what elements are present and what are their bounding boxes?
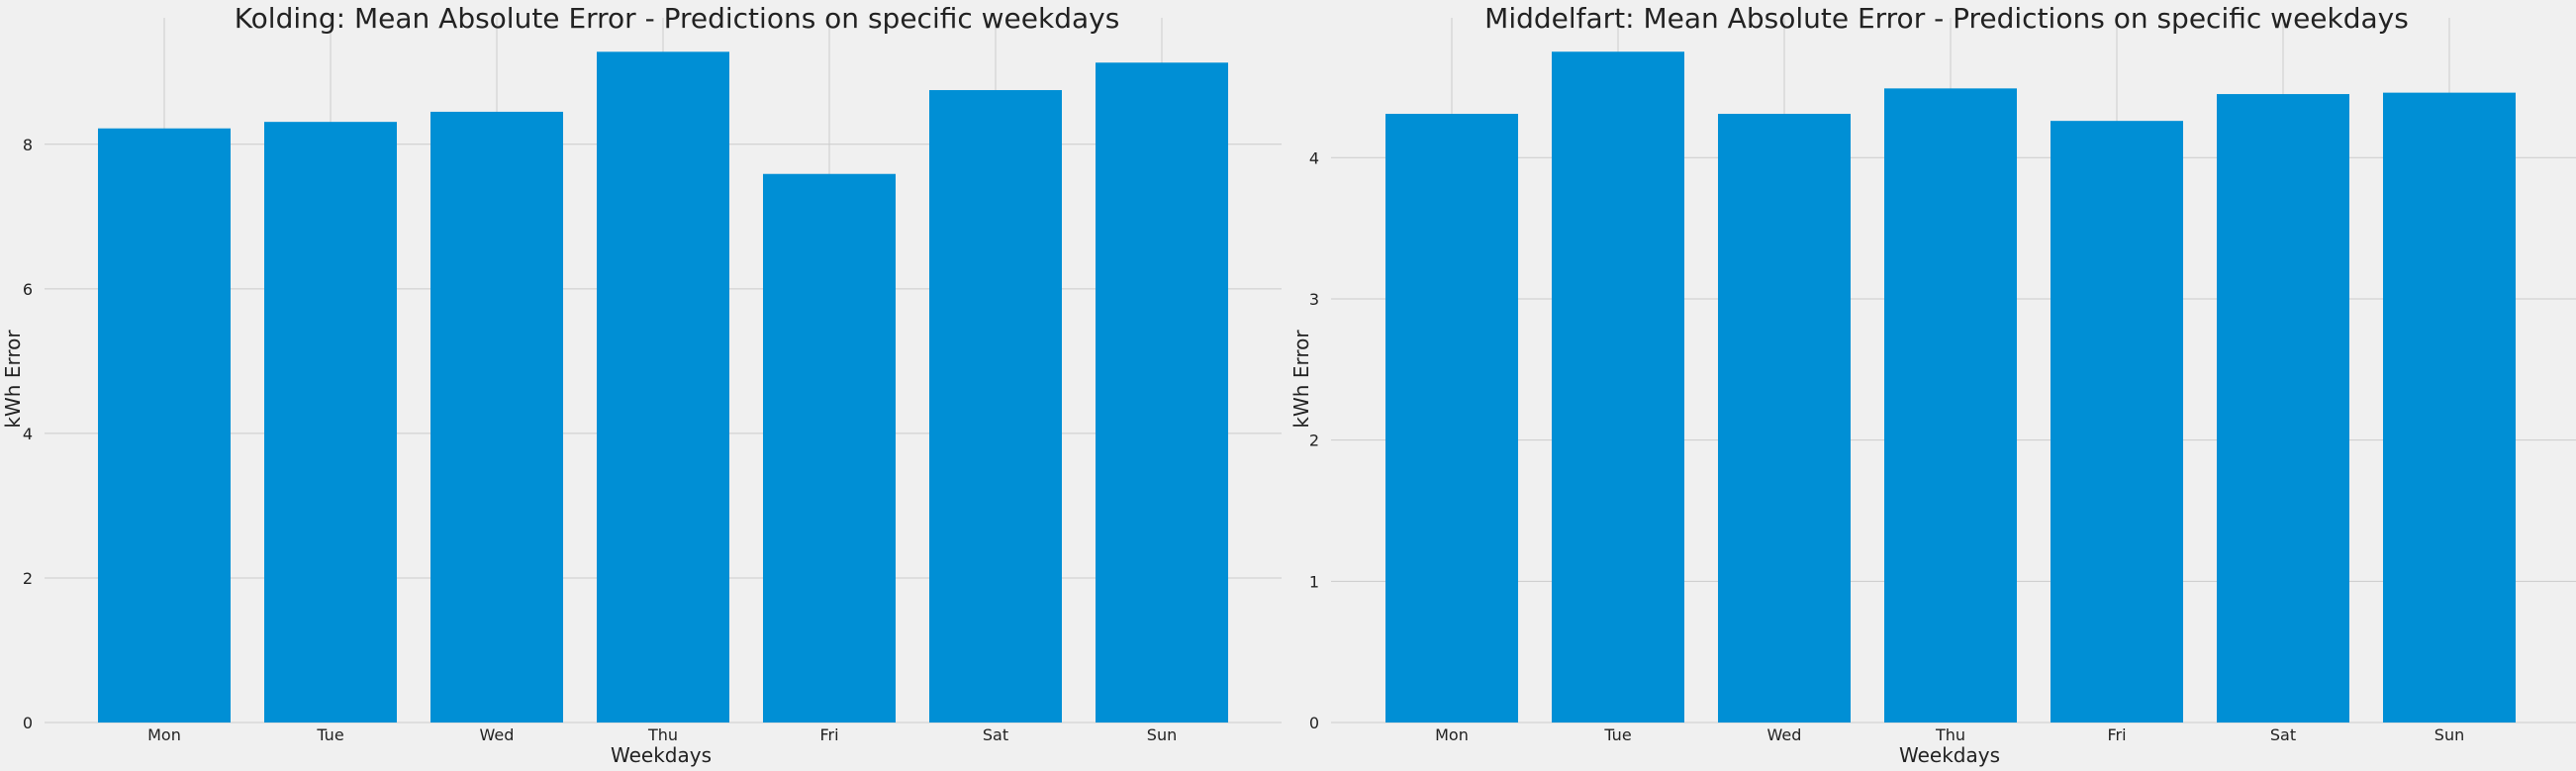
- x-tick-label-middelfart-2: Wed: [1767, 725, 1802, 744]
- y-tick-label-middelfart-2: 2: [1309, 432, 1319, 450]
- x-tick-label-kolding-6: Sun: [1147, 725, 1177, 744]
- chart-middelfart: 0 1 2 3 4 Mon Tue Wed Thu Fri Sat Sun Middelfart: M…: [1289, 2, 2576, 767]
- x-tick-label-kolding-1: Tue: [316, 725, 343, 744]
- x-tick-label-kolding-4: Fri: [819, 725, 838, 744]
- y-tick-label-kolding-2: 4: [23, 425, 33, 443]
- y-tick-label-middelfart-0: 0: [1309, 714, 1319, 732]
- x-tick-label-middelfart-0: Mon: [1435, 725, 1469, 744]
- x-tick-label-middelfart-3: Thu: [1935, 725, 1965, 744]
- x-tick-label-middelfart-1: Tue: [1603, 725, 1631, 744]
- x-tick-label-middelfart-5: Sat: [2270, 725, 2296, 744]
- x-tick-label-kolding-0: Mon: [147, 725, 181, 744]
- x-tick-label-kolding-2: Wed: [480, 725, 515, 744]
- bar-middelfart-wed: [1718, 114, 1851, 723]
- x-tick-label-middelfart-4: Fri: [2107, 725, 2126, 744]
- x-axis-label-kolding: Weekdays: [611, 743, 712, 767]
- bars-middelfart: [1385, 51, 2516, 723]
- chart-title-kolding: Kolding: Mean Absolute Error - Predictio…: [235, 2, 1120, 35]
- x-tick-label-kolding-3: Thu: [647, 725, 678, 744]
- bar-middelfart-fri: [2051, 121, 2183, 723]
- y-tick-label-kolding-4: 8: [23, 136, 33, 154]
- y-tick-label-middelfart-4: 4: [1309, 148, 1319, 167]
- bar-kolding-mon: [98, 128, 231, 723]
- y-axis-label-middelfart: kWh Error: [1289, 330, 1313, 429]
- x-tick-label-middelfart-6: Sun: [2434, 725, 2464, 744]
- y-tick-label-middelfart-3: 3: [1309, 290, 1319, 309]
- x-tick-label-kolding-5: Sat: [983, 725, 1008, 744]
- bar-middelfart-mon: [1385, 114, 1518, 723]
- bar-kolding-thu: [597, 51, 729, 723]
- bar-kolding-fri: [763, 173, 896, 723]
- x-axis-label-middelfart: Weekdays: [1899, 743, 2000, 767]
- bar-kolding-sat: [929, 90, 1062, 723]
- bar-middelfart-tue: [1552, 51, 1684, 723]
- ticks-middelfart: 0 1 2 3 4 Mon Tue Wed Thu Fri Sat Sun: [1309, 148, 2464, 744]
- bar-kolding-tue: [264, 122, 397, 723]
- y-tick-label-middelfart-1: 1: [1309, 572, 1319, 591]
- y-tick-label-kolding-1: 2: [23, 569, 33, 588]
- bar-middelfart-sat: [2217, 94, 2349, 723]
- bar-kolding-wed: [430, 111, 563, 723]
- y-tick-label-kolding-0: 0: [23, 714, 33, 732]
- y-axis-label-kolding: kWh Error: [1, 330, 25, 429]
- bar-kolding-sun: [1096, 62, 1228, 723]
- chart-kolding: 0 2 4 6 8 Mon Tue Wed Thu Fri Sat Sun Kolding: Mean…: [1, 2, 1282, 767]
- bar-middelfart-sun: [2383, 92, 2516, 723]
- bars-kolding: [98, 51, 1228, 723]
- bar-middelfart-thu: [1884, 88, 2017, 723]
- y-tick-label-kolding-3: 6: [23, 280, 33, 299]
- ticks-kolding: 0 2 4 6 8 Mon Tue Wed Thu Fri Sat Sun: [23, 136, 1177, 744]
- chart-title-middelfart: Middelfart: Mean Absolute Error - Predic…: [1484, 2, 2409, 35]
